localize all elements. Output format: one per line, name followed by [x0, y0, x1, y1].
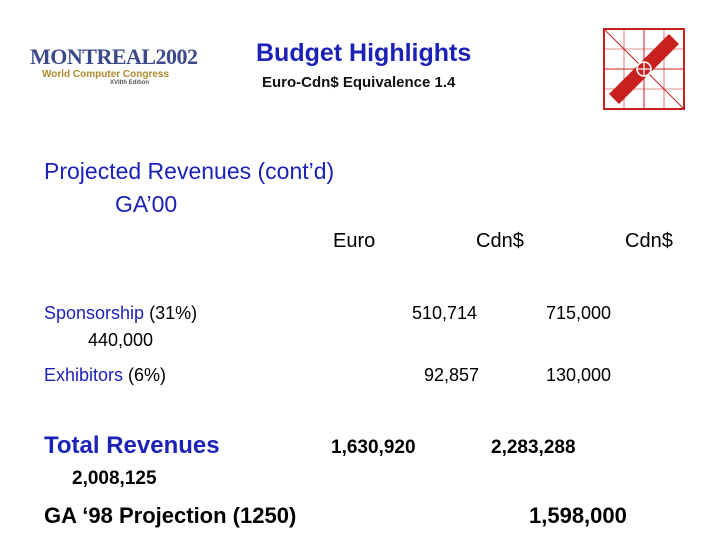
slide-title: Budget Highlights [256, 39, 472, 67]
projection-label: GA ‘98 Projection (1250) [44, 503, 297, 528]
slide-subtitle: Euro-Cdn$ Equivalence 1.4 [262, 74, 456, 91]
total-cdn-value: 2,283,288 [491, 437, 576, 458]
column-header-euro: Euro [333, 230, 376, 252]
column-header-cdn-2: Cdn$ [625, 230, 673, 252]
sponsorship-pct: (31%) [144, 303, 198, 323]
total-euro-value: 1,630,920 [331, 437, 416, 458]
total-cdn-value-2: 2,008,125 [72, 468, 157, 489]
total-revenues-label: Total Revenues [44, 432, 220, 459]
exhibitors-euro-value: 92,857 [424, 365, 480, 385]
exhibitors-label: Exhibitors [44, 365, 124, 385]
sponsorship-euro-value: 440,000 [88, 330, 154, 350]
column-header-cdn: Cdn$ [476, 230, 524, 252]
section-heading: Projected Revenues (cont’d) [44, 158, 335, 184]
exhibitors-pct: (6%) [123, 365, 167, 385]
row-label-sponsorship: Sponsorship (31%) [44, 302, 197, 324]
sponsorship-label: Sponsorship [44, 303, 145, 323]
montreal-2002-logo: MONTREAL2002 World Computer Congress XVI… [30, 42, 198, 92]
exhibitors-cdn-value: 130,000 [546, 365, 612, 385]
projection-value: 1,598,000 [529, 503, 627, 528]
sponsorship-cdn-value-2: 715,000 [546, 303, 612, 323]
section-subheading: GA’00 [115, 191, 178, 217]
logo-edition: XVIIth Edition [110, 80, 149, 86]
logo-wordmark: MONTREAL2002 [30, 44, 198, 69]
logo-congress: World Computer Congress [42, 69, 170, 80]
row-label-exhibitors: Exhibitors (6%) [44, 364, 166, 386]
sponsorship-cdn-value: 510,714 [412, 303, 478, 323]
emblem-icon [603, 28, 685, 110]
